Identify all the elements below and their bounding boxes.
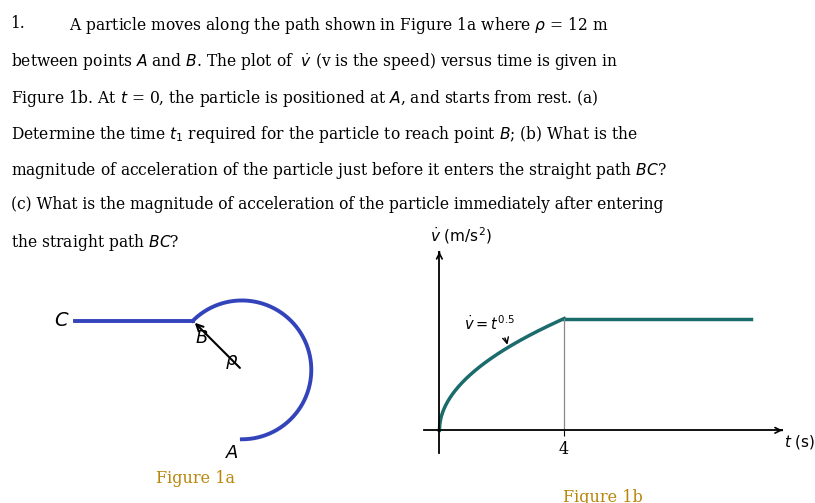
Text: $t\ \mathrm{(s)}$: $t\ \mathrm{(s)}$ (784, 433, 815, 451)
Text: Figure 1b: Figure 1b (563, 489, 643, 503)
Text: 1.: 1. (11, 15, 25, 32)
Text: $B$: $B$ (196, 328, 209, 347)
Text: $\dot{v}\ \mathrm{(m/s^2)}$: $\dot{v}\ \mathrm{(m/s^2)}$ (430, 225, 492, 246)
Text: (c) What is the magnitude of acceleration of the particle immediately after ente: (c) What is the magnitude of acceleratio… (11, 196, 663, 213)
Text: magnitude of acceleration of the particle just before it enters the straight pat: magnitude of acceleration of the particl… (11, 160, 667, 181)
Text: between points $A$ and $B$. The plot of  $\dot{v}$ (v is the speed) versus time : between points $A$ and $B$. The plot of … (11, 51, 618, 73)
Text: $\rho$: $\rho$ (225, 353, 238, 371)
Text: the straight path $BC$?: the straight path $BC$? (11, 232, 179, 254)
Text: A particle moves along the path shown in Figure 1a where $\rho$ = 12 m: A particle moves along the path shown in… (69, 15, 609, 36)
Text: $\dot{v}=t^{0.5}$: $\dot{v}=t^{0.5}$ (465, 314, 515, 343)
Text: $C$: $C$ (54, 312, 69, 330)
Text: Figure 1a: Figure 1a (156, 470, 235, 487)
Text: Determine the time $t_1$ required for the particle to reach point $B$; (b) What : Determine the time $t_1$ required for th… (11, 124, 637, 145)
Text: $A$: $A$ (225, 445, 240, 462)
Text: Figure 1b. At $t$ = 0, the particle is positioned at $A$, and starts from rest. : Figure 1b. At $t$ = 0, the particle is p… (11, 88, 598, 109)
